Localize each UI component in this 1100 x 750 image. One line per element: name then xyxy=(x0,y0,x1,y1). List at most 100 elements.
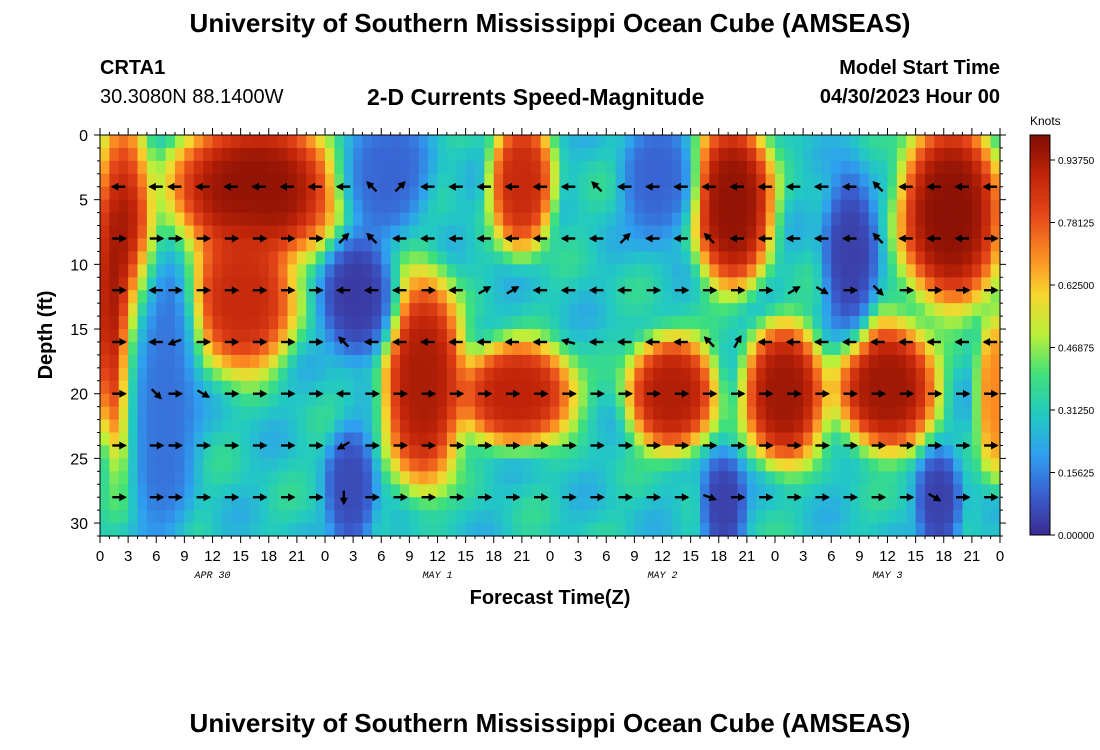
heatmap-cell xyxy=(306,290,317,304)
heatmap-cell xyxy=(109,316,120,330)
heatmap-cell xyxy=(962,251,973,265)
current-vector xyxy=(731,493,746,502)
heatmap-cell xyxy=(503,212,514,227)
heatmap-cell xyxy=(109,432,120,447)
heatmap-cell xyxy=(840,277,851,291)
heatmap-cell xyxy=(831,458,842,472)
heatmap-cell xyxy=(803,173,814,188)
heatmap-cell xyxy=(400,186,410,201)
heatmap-cell xyxy=(418,380,429,395)
heatmap-cell xyxy=(175,406,185,421)
heatmap-cell xyxy=(456,290,467,304)
heatmap-cell xyxy=(268,238,279,253)
heatmap-cell xyxy=(709,458,720,472)
heatmap-cell xyxy=(418,432,429,447)
heatmap-cell xyxy=(353,523,364,537)
heatmap-cell xyxy=(587,173,598,188)
heatmap-cell xyxy=(193,199,204,214)
heatmap-cell xyxy=(737,367,748,382)
heatmap-cell xyxy=(531,225,542,240)
heatmap-cell xyxy=(231,316,242,330)
heatmap-cell xyxy=(475,135,485,149)
heatmap-cell xyxy=(915,212,926,227)
heatmap-cell xyxy=(343,264,354,278)
heatmap-cell xyxy=(221,135,232,149)
heatmap-cell xyxy=(493,484,504,498)
current-vector xyxy=(787,389,802,398)
heatmap-cell xyxy=(137,251,148,265)
heatmap-cell xyxy=(587,354,598,369)
heatmap-cell xyxy=(859,523,870,537)
heatmap-cell xyxy=(137,354,148,369)
heatmap-cell xyxy=(615,251,626,265)
heatmap-cell xyxy=(925,445,935,459)
heatmap-cell xyxy=(662,212,673,227)
heatmap-cell xyxy=(334,380,345,395)
heatmap-cell xyxy=(765,264,776,278)
heatmap-cell xyxy=(662,160,673,175)
heatmap-cell xyxy=(850,497,860,511)
heatmap-cell xyxy=(296,264,307,278)
heatmap-cell xyxy=(250,367,260,382)
heatmap-cell xyxy=(746,367,757,382)
current-vector xyxy=(984,234,999,243)
heatmap-cell xyxy=(915,497,926,511)
heatmap-cell xyxy=(728,160,739,175)
heatmap-cell xyxy=(653,445,664,459)
current-vector xyxy=(224,234,240,243)
heatmap-cell xyxy=(859,329,870,343)
heatmap-cell xyxy=(812,212,823,227)
heatmap-cell xyxy=(568,380,579,395)
current-vector xyxy=(534,389,549,398)
heatmap-cell xyxy=(390,212,401,227)
heatmap-cell xyxy=(578,471,589,485)
heatmap-cell xyxy=(446,497,457,511)
x-tick-label: 18 xyxy=(935,548,952,565)
heatmap-cell xyxy=(268,212,279,227)
heatmap-cell xyxy=(981,393,992,408)
heatmap-cell xyxy=(728,393,739,408)
heatmap-cell xyxy=(681,341,692,356)
y-tick-label: 5 xyxy=(79,193,88,210)
current-vector xyxy=(309,389,324,398)
heatmap-cell xyxy=(212,484,223,498)
heatmap-cell xyxy=(737,523,748,537)
heatmap-cell xyxy=(868,212,879,227)
heatmap-cell xyxy=(418,173,429,188)
heatmap-cell xyxy=(193,393,204,408)
heatmap-cell xyxy=(268,251,279,265)
heatmap-cell xyxy=(878,277,889,291)
heatmap-cell xyxy=(756,471,767,485)
heatmap-cell xyxy=(540,471,551,485)
heatmap-cell xyxy=(428,251,439,265)
heatmap-cell xyxy=(803,367,814,382)
heatmap-cell xyxy=(934,251,945,265)
heatmap-cell xyxy=(240,393,251,408)
heatmap-cell xyxy=(934,432,945,447)
heatmap-cell xyxy=(981,471,992,485)
current-vector xyxy=(815,441,830,450)
current-vector xyxy=(731,441,746,450)
heatmap-cell xyxy=(915,199,926,214)
heatmap-cell xyxy=(756,497,767,511)
heatmap-cell xyxy=(568,419,579,434)
heatmap-cell xyxy=(175,135,185,149)
heatmap-cell xyxy=(831,160,842,175)
current-vector xyxy=(393,493,408,502)
heatmap-cell xyxy=(756,419,767,434)
heatmap-cell xyxy=(531,264,542,278)
heatmap-cell xyxy=(915,341,926,356)
heatmap-cell xyxy=(634,471,645,485)
heatmap-cell xyxy=(334,303,345,317)
heatmap-cell xyxy=(981,173,992,188)
heatmap-cell xyxy=(512,341,523,356)
current-vector xyxy=(590,389,605,398)
heatmap-cell xyxy=(484,497,495,511)
heatmap-cell xyxy=(118,380,129,395)
heatmap-cell xyxy=(596,160,607,175)
heatmap-cell xyxy=(362,160,373,175)
heatmap-cell xyxy=(990,225,1001,240)
heatmap-cell xyxy=(550,445,560,459)
heatmap-cell xyxy=(859,186,870,201)
heatmap-cell xyxy=(390,354,401,369)
